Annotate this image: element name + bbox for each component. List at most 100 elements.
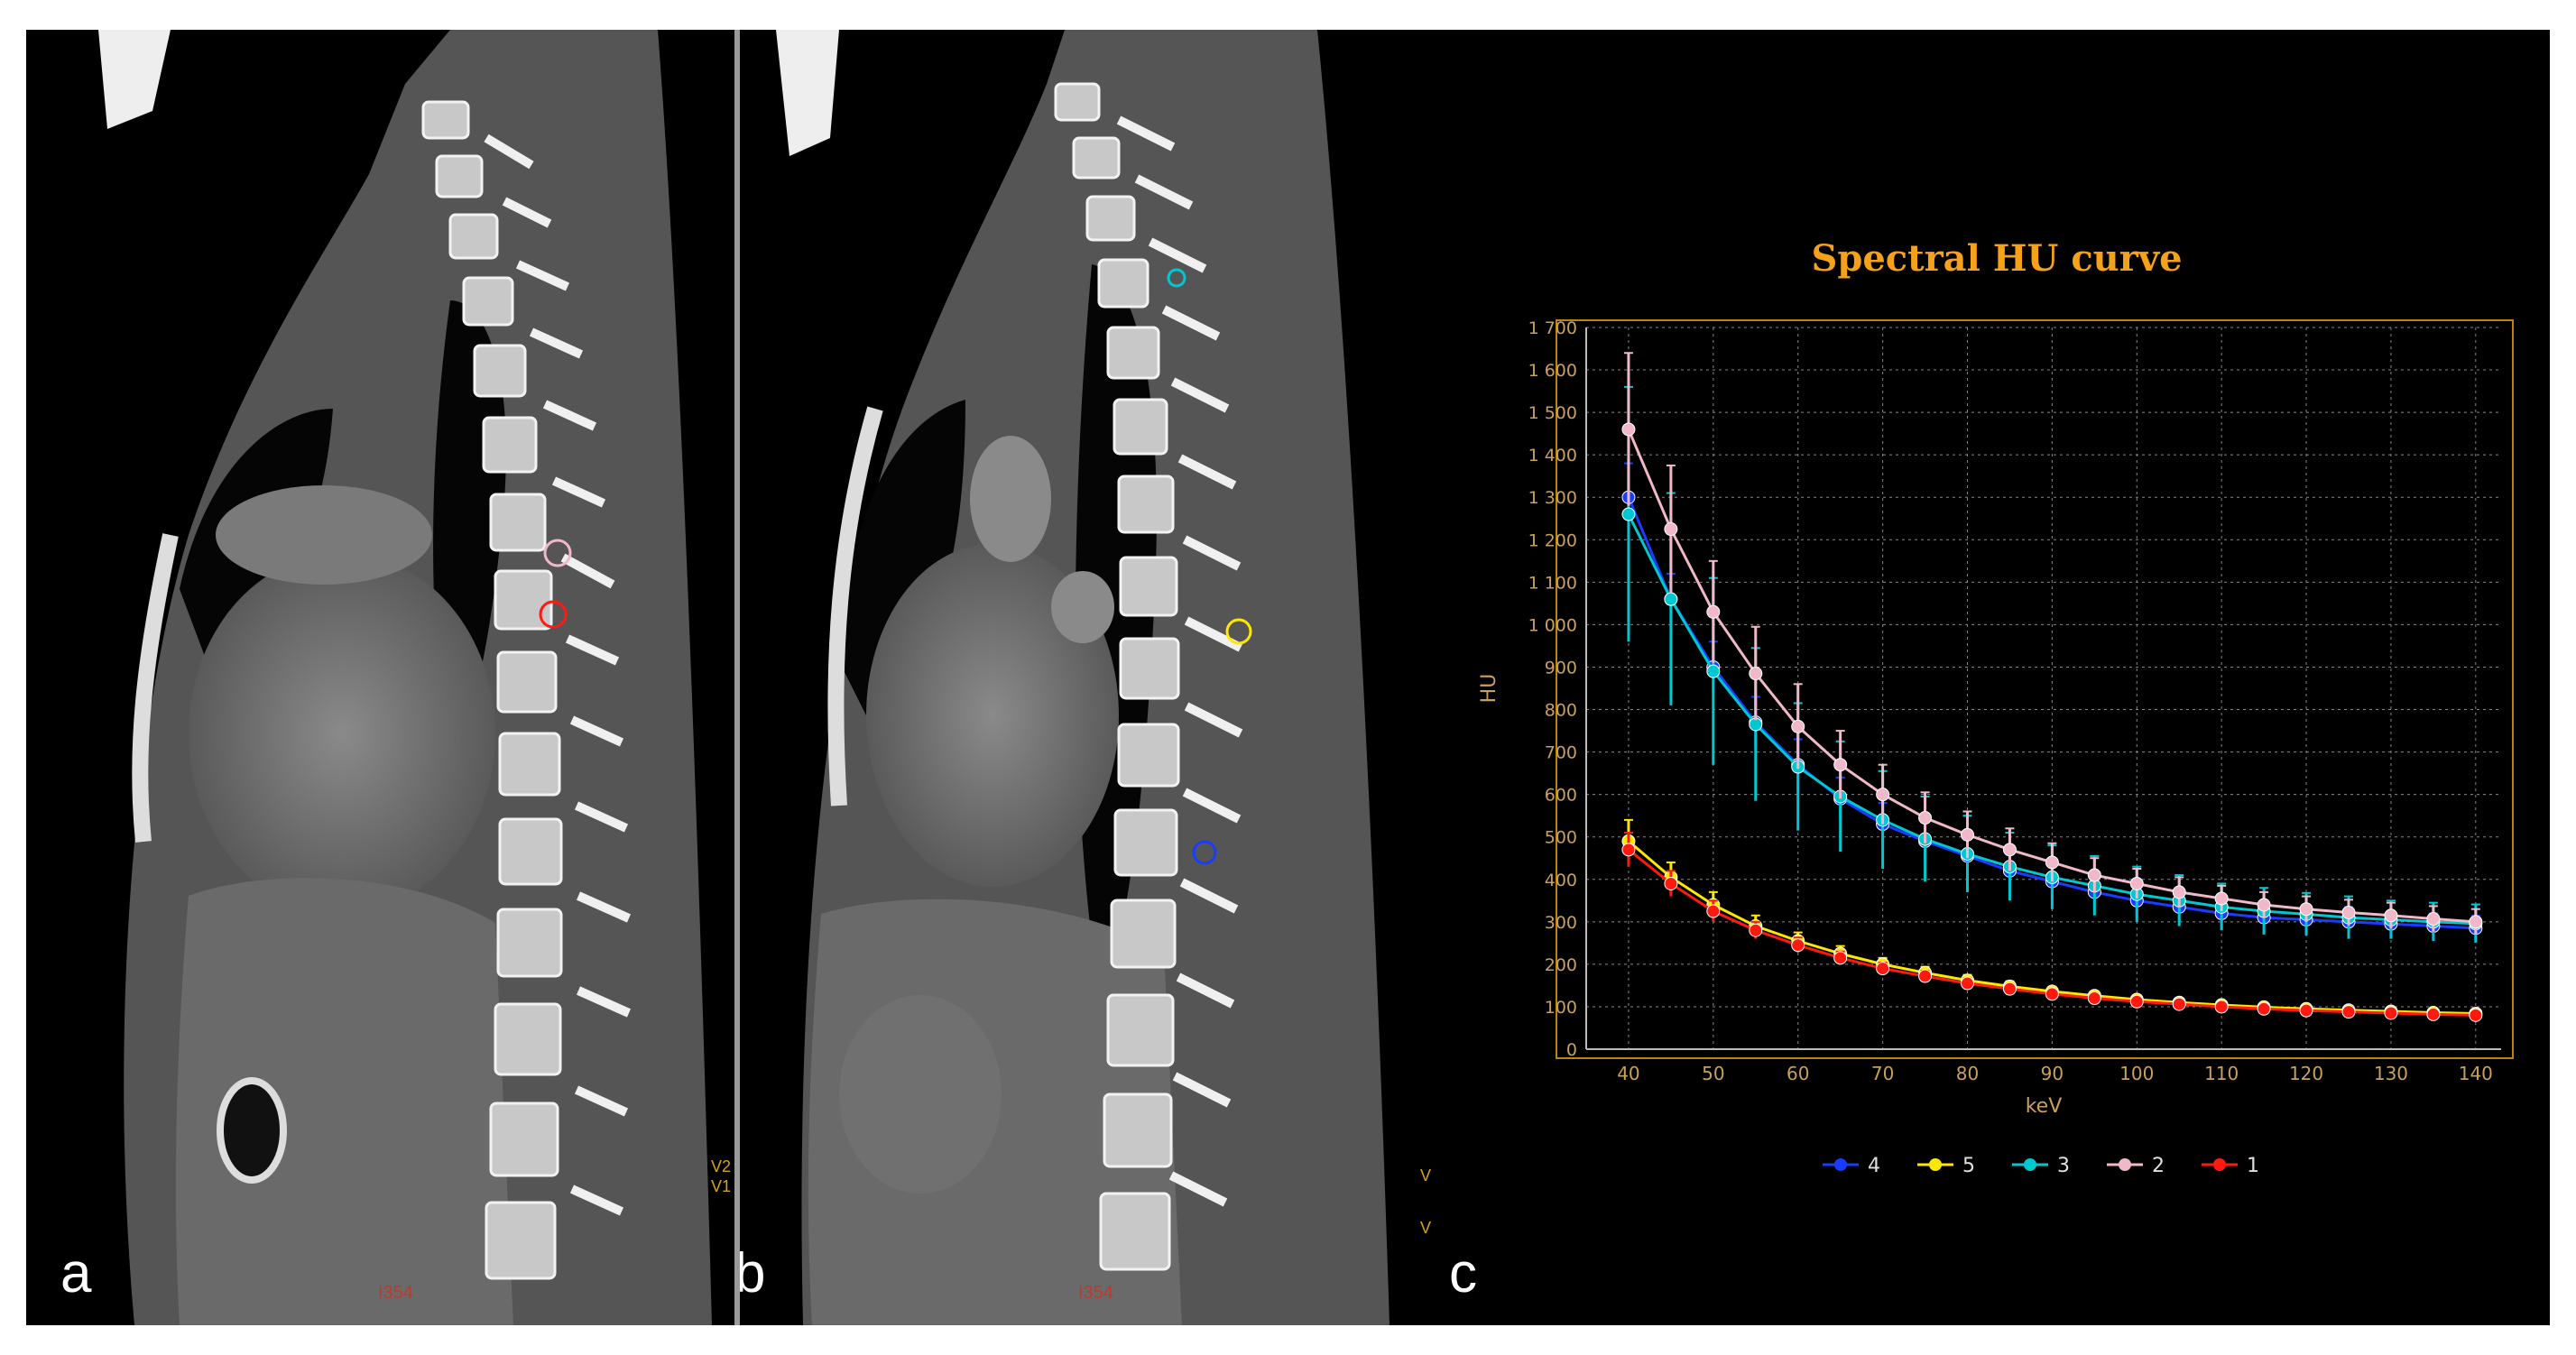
y-tick-label: 600 xyxy=(1545,786,1577,806)
ct-panel-b: I354 V V b xyxy=(740,30,1444,1325)
y-tick-label: 100 xyxy=(1545,998,1577,1018)
data-point-1 xyxy=(2172,997,2186,1011)
panel-divider xyxy=(734,30,740,1325)
data-point-2 xyxy=(1791,719,1805,733)
x-tick-label: 70 xyxy=(1871,1063,1894,1084)
y-tick-label: 1 000 xyxy=(1528,615,1577,635)
legend-marker-5 xyxy=(1929,1158,1942,1171)
y-tick-label: 1 600 xyxy=(1528,361,1577,381)
data-point-1 xyxy=(1961,976,1974,991)
data-point-3 xyxy=(1706,664,1721,678)
data-point-2 xyxy=(2045,855,2059,870)
ct-image-b xyxy=(776,30,1390,1325)
data-point-2 xyxy=(2087,868,2101,882)
legend-label-4: 4 xyxy=(1868,1155,1880,1177)
chart-panel-c: Spectral HU curve 40 50 60 70 80 90 100 110 120 1… xyxy=(1444,30,2550,1325)
data-point-2 xyxy=(2469,915,2483,929)
y-tick-label: 800 xyxy=(1545,701,1577,721)
data-point-1 xyxy=(2002,982,2017,996)
x-tick-label: 110 xyxy=(2204,1063,2239,1084)
y-tick-label: 200 xyxy=(1545,955,1577,975)
panel-letter-c: c xyxy=(1449,1242,1477,1304)
y-tick-label: 900 xyxy=(1545,658,1577,678)
data-point-2 xyxy=(1664,522,1678,537)
slice-label-b: I354 xyxy=(1078,1283,1113,1303)
panel-letter-a: a xyxy=(60,1242,92,1304)
data-point-1 xyxy=(2087,991,2101,1006)
y-tick-label: 1 200 xyxy=(1528,530,1577,550)
data-point-1 xyxy=(1706,904,1721,918)
y-tick-label: 1 100 xyxy=(1528,573,1577,593)
side-tag-b-2: V xyxy=(1419,1219,1431,1237)
data-point-2 xyxy=(2002,843,2017,857)
data-point-1 xyxy=(2129,994,2144,1009)
data-point-1 xyxy=(2469,1008,2483,1022)
y-tick-label: 700 xyxy=(1545,743,1577,763)
data-point-2 xyxy=(2129,876,2144,890)
data-point-2 xyxy=(2299,902,2313,917)
x-axis-label: keV xyxy=(2026,1095,2063,1118)
y-tick-label: 1 500 xyxy=(1528,403,1577,423)
data-point-2 xyxy=(1749,667,1763,681)
x-tick-label: 130 xyxy=(2374,1063,2408,1084)
legend-marker-1 xyxy=(2213,1158,2226,1171)
data-point-2 xyxy=(2384,908,2398,923)
data-point-1 xyxy=(2299,1003,2313,1018)
data-point-1 xyxy=(1791,938,1805,953)
data-point-1 xyxy=(2257,1001,2271,1016)
data-point-2 xyxy=(1918,811,1933,825)
spectral-hu-chart: 40 50 60 70 80 90 100 110 120 130 140 0 100 200 300 400… xyxy=(1478,318,2514,1177)
data-point-2 xyxy=(2172,885,2186,899)
data-point-1 xyxy=(2426,1007,2441,1021)
data-point-2 xyxy=(1833,758,1848,772)
data-point-2 xyxy=(2214,891,2229,906)
data-point-3 xyxy=(1664,592,1678,606)
data-point-2 xyxy=(2257,898,2271,912)
ct-panel-a: I354 V2 V1 a xyxy=(26,30,734,1325)
chart-title: Spectral HU curve xyxy=(1811,237,2183,280)
data-point-2 xyxy=(1876,788,1890,802)
x-tick-label: 60 xyxy=(1787,1063,1809,1084)
data-point-1 xyxy=(1621,843,1636,857)
side-tag-b-1: V xyxy=(1419,1166,1431,1184)
side-tag-a-2: V1 xyxy=(710,1177,731,1195)
x-tick-label: 40 xyxy=(1617,1063,1639,1084)
data-point-2 xyxy=(2341,905,2356,919)
x-tick-label: 100 xyxy=(2119,1063,2154,1084)
y-tick-label: 1 300 xyxy=(1528,488,1577,508)
legend-label-1: 1 xyxy=(2247,1155,2259,1177)
data-point-1 xyxy=(2384,1006,2398,1020)
y-tick-label: 1 400 xyxy=(1528,446,1577,465)
data-point-1 xyxy=(2045,987,2059,1001)
data-point-1 xyxy=(1749,923,1763,937)
side-tag-a-1: V2 xyxy=(710,1157,731,1175)
data-point-1 xyxy=(1876,962,1890,976)
y-tick-label: 300 xyxy=(1545,913,1577,933)
data-point-1 xyxy=(2214,1000,2229,1014)
slice-label-a: I354 xyxy=(378,1283,413,1303)
x-tick-label: 90 xyxy=(2041,1063,2064,1084)
data-point-1 xyxy=(1664,876,1678,890)
legend-marker-2 xyxy=(2119,1158,2131,1171)
legend-marker-4 xyxy=(1834,1158,1847,1171)
data-point-2 xyxy=(1706,604,1721,619)
data-point-1 xyxy=(2341,1005,2356,1019)
data-point-3 xyxy=(1621,507,1636,521)
panel-letter-b: b xyxy=(740,1242,766,1304)
chart-frame xyxy=(1556,319,2514,1059)
ct-image-a xyxy=(98,30,713,1325)
x-tick-label: 80 xyxy=(1956,1063,1979,1084)
legend-label-2: 2 xyxy=(2152,1155,2165,1177)
data-point-1 xyxy=(1918,969,1933,983)
x-tick-label: 50 xyxy=(1702,1063,1724,1084)
x-tick-label: 120 xyxy=(2289,1063,2323,1084)
y-tick-label: 500 xyxy=(1545,828,1577,848)
data-point-2 xyxy=(1961,827,1974,842)
legend-label-3: 3 xyxy=(2057,1155,2070,1177)
x-tick-label: 140 xyxy=(2459,1063,2493,1084)
legend-label-5: 5 xyxy=(1962,1155,1975,1177)
data-point-2 xyxy=(2426,912,2441,926)
data-point-1 xyxy=(1833,951,1848,965)
data-point-2 xyxy=(1621,422,1636,437)
y-tick-label: 1 700 xyxy=(1528,318,1577,338)
